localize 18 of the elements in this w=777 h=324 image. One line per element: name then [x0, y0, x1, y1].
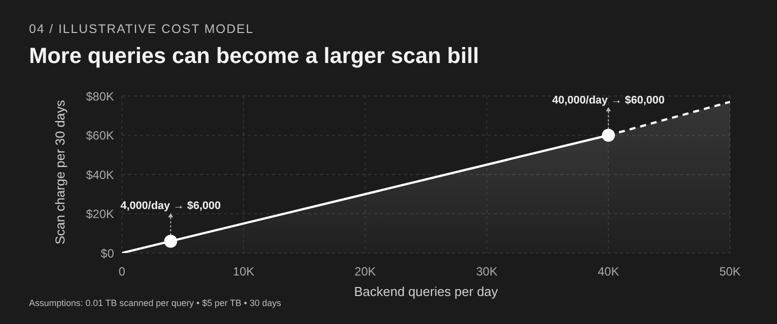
- chart-subtitle: 04 / ILLUSTRATIVE COST MODEL: [29, 22, 254, 36]
- y-tick-label: $20K: [86, 207, 114, 222]
- x-axis-title: Backend queries per day: [354, 284, 498, 299]
- x-tick-label: 20K: [354, 264, 376, 279]
- y-tick-label: $80K: [86, 89, 114, 104]
- chart-title: More queries can become a larger scan bill: [29, 43, 479, 69]
- y-axis-title: Scan charge per 30 days: [52, 99, 68, 244]
- y-tick-label: $0: [100, 246, 114, 260]
- y-tick-label: $40K: [86, 168, 114, 182]
- x-tick-label: 10K: [232, 264, 254, 279]
- text: Assumptions: 0.01 TB scanned per query • $5 per TB • 30 days: [29, 298, 282, 308]
- x-tick-label: 40K: [598, 264, 620, 279]
- annotation: 4,000/day → $6,000: [120, 200, 221, 212]
- annotation: 40,000/day → $60,000: [552, 94, 665, 106]
- x-tick-label: 0: [118, 264, 126, 279]
- x-tick-label: 50K: [719, 264, 741, 279]
- x-tick-label: 30K: [476, 264, 498, 279]
- y-tick-label: $60K: [86, 128, 114, 143]
